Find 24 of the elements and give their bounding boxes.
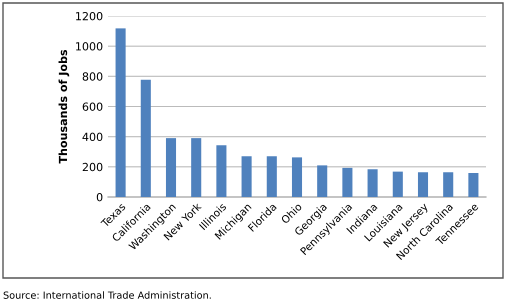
y-tick-label: 1000 <box>76 42 102 51</box>
bar <box>317 165 328 197</box>
y-tick-label: 200 <box>82 162 102 172</box>
y-tick-label: 800 <box>82 72 102 81</box>
bar <box>216 145 226 197</box>
bar <box>368 169 378 197</box>
source-note: Source: International Trade Administration. <box>4 291 211 299</box>
bar <box>443 172 454 197</box>
bar <box>292 157 302 197</box>
bar <box>266 156 277 197</box>
bar <box>392 172 403 197</box>
bar <box>166 138 176 197</box>
y-tick-label: 400 <box>82 132 102 142</box>
bar <box>342 168 352 197</box>
bar <box>116 28 126 197</box>
y-tick-label: 600 <box>82 102 102 111</box>
y-tick-label: 1200 <box>76 12 102 20</box>
bar <box>468 173 478 197</box>
bar <box>418 172 428 197</box>
bar <box>242 156 252 197</box>
bar <box>140 80 151 197</box>
bar <box>191 138 202 197</box>
y-axis-title: Thousands of Jobs <box>58 50 70 164</box>
y-tick-label: 0 <box>96 192 102 202</box>
